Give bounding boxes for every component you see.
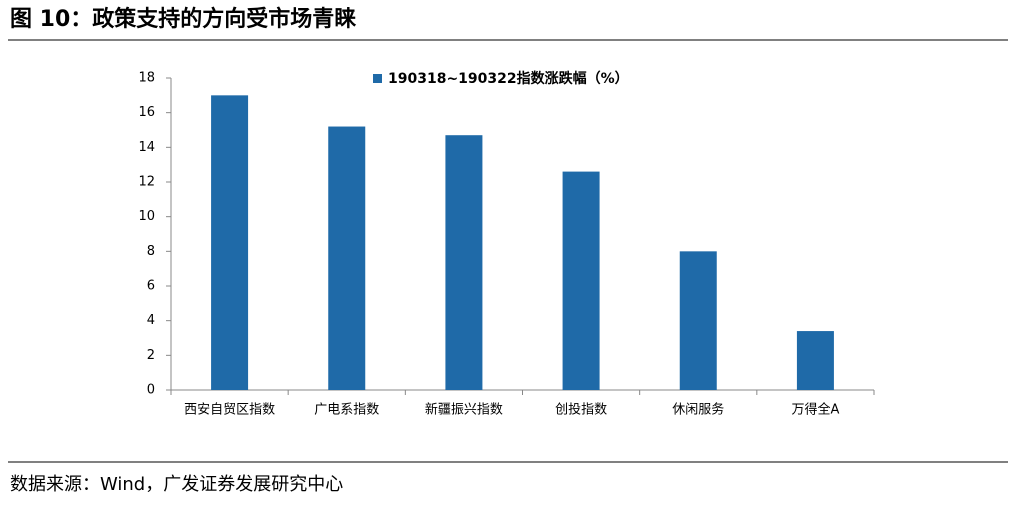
x-tick-label: 休闲服务 <box>672 402 724 418</box>
y-tick-label: 4 <box>147 313 155 328</box>
y-tick-label: 10 <box>138 209 155 224</box>
bar <box>445 135 483 390</box>
bar <box>796 331 834 390</box>
y-tick-label: 8 <box>147 244 155 259</box>
y-tick-label: 6 <box>147 279 155 294</box>
x-tick-label: 新疆振兴指数 <box>425 402 503 418</box>
source-note: 数据来源：Wind，广发证券发展研究中心 <box>10 474 343 495</box>
bar <box>679 251 717 390</box>
y-tick-label: 14 <box>138 140 155 155</box>
page-title: 图 10：政策支持的方向受市场青睐 <box>10 6 356 32</box>
bar <box>328 126 366 391</box>
x-tick-label: 广电系指数 <box>314 403 379 418</box>
y-tick-label: 2 <box>147 348 155 363</box>
y-tick-label: 0 <box>147 383 155 398</box>
bar <box>211 95 249 390</box>
bar <box>562 171 600 390</box>
y-tick-label: 16 <box>138 105 155 120</box>
legend-label: 190318~190322指数涨跌幅（%） <box>388 70 629 87</box>
legend-swatch <box>373 74 382 83</box>
y-tick-label: 18 <box>138 71 155 86</box>
x-tick-label: 创投指数 <box>555 402 607 418</box>
x-tick-label: 西安自贸区指数 <box>184 403 275 418</box>
x-tick-label: 万得全A <box>791 402 839 418</box>
y-tick-label: 12 <box>138 175 155 190</box>
